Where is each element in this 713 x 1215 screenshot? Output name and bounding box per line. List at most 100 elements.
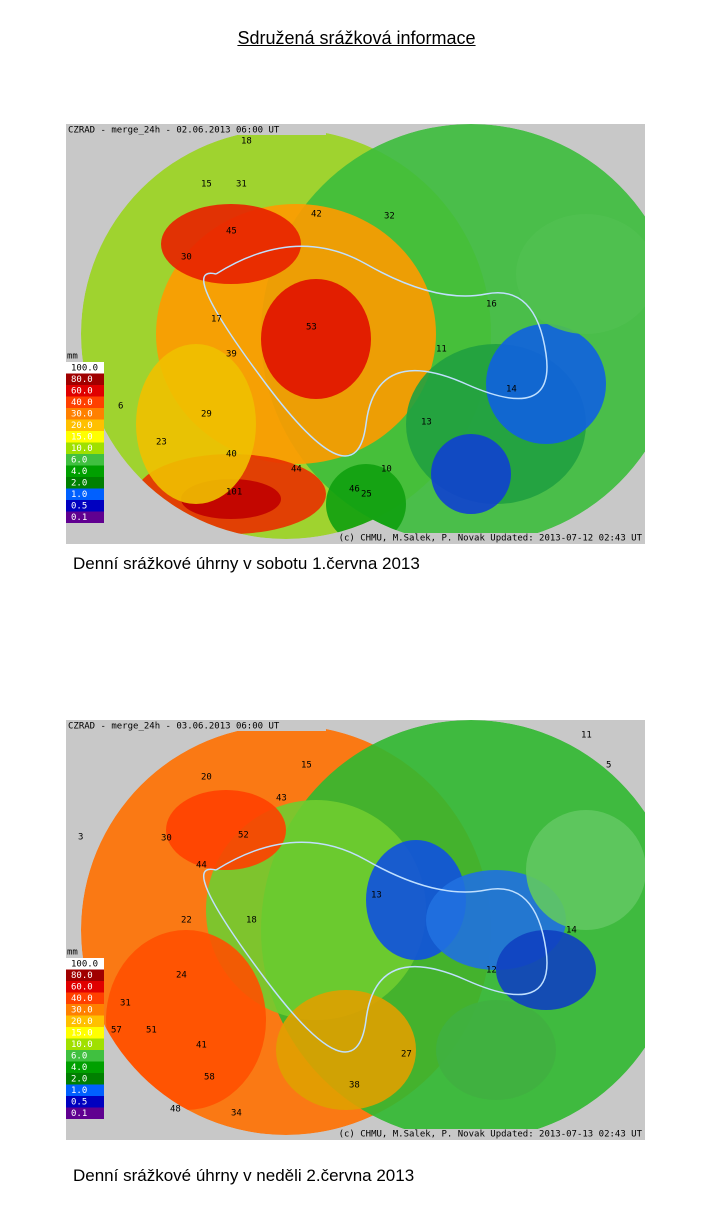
map-label: 11 bbox=[436, 345, 447, 355]
header-bg bbox=[66, 720, 326, 731]
legend-swatch bbox=[66, 442, 104, 454]
map-label: 101 bbox=[226, 488, 242, 498]
map-label: 30 bbox=[181, 253, 192, 263]
legend-swatch bbox=[66, 477, 104, 489]
map-label: 41 bbox=[196, 1041, 207, 1051]
legend-label: 4.0 bbox=[71, 467, 87, 477]
legend-swatch bbox=[66, 1061, 104, 1073]
legend: mm 100.080.0 60.040.0 30.020.0 15.010.0 6.04.… bbox=[66, 352, 104, 523]
map-label: 46 bbox=[349, 485, 360, 495]
legend-swatch bbox=[66, 488, 104, 500]
map-label: 25 bbox=[361, 490, 372, 500]
precip-area bbox=[106, 930, 266, 1110]
legend-swatch bbox=[66, 1027, 104, 1039]
legend: mm 100.080.0 60.040.0 30.020.0 15.010.0 6.04.… bbox=[66, 948, 104, 1119]
map-label: 39 bbox=[226, 350, 237, 360]
precip-area bbox=[136, 344, 256, 504]
map-label: 38 bbox=[349, 1081, 360, 1091]
credit-bg bbox=[366, 533, 645, 544]
header-bg bbox=[66, 124, 326, 135]
legend-label: 0.5 bbox=[71, 502, 87, 512]
legend-label: 100.0 bbox=[71, 960, 98, 970]
legend-swatch bbox=[66, 1050, 104, 1062]
map-label: 48 bbox=[170, 1105, 181, 1115]
map-label: 34 bbox=[231, 1109, 242, 1119]
legend-label: 80.0 bbox=[71, 375, 93, 385]
map-label: 31 bbox=[236, 180, 247, 190]
legend-unit: mm bbox=[67, 352, 78, 362]
map-label: 13 bbox=[371, 891, 382, 901]
map-label: 18 bbox=[246, 916, 257, 926]
map-label: 53 bbox=[306, 323, 317, 333]
legend-swatch bbox=[66, 362, 104, 374]
legend-label: 10.0 bbox=[71, 1040, 93, 1050]
legend-label: 0.1 bbox=[71, 1109, 87, 1119]
legend-label: 6.0 bbox=[71, 456, 87, 466]
map-label: 40 bbox=[226, 450, 237, 460]
map-label: 20 bbox=[201, 773, 212, 783]
map-label: 52 bbox=[238, 831, 249, 841]
border bbox=[202, 841, 548, 1053]
legend-label: 1.0 bbox=[71, 1086, 87, 1096]
map-label: 14 bbox=[566, 926, 577, 936]
legend-swatch bbox=[66, 958, 104, 970]
precip-area bbox=[486, 324, 606, 444]
precip-area bbox=[166, 790, 286, 870]
map-label: 15 bbox=[301, 761, 312, 771]
legend-swatch bbox=[66, 1107, 104, 1119]
legend-label: 60.0 bbox=[71, 387, 93, 397]
precip-area bbox=[276, 990, 416, 1110]
legend-swatch bbox=[66, 419, 104, 431]
map-label: 12 bbox=[486, 966, 497, 976]
legend-label: 10.0 bbox=[71, 444, 93, 454]
map-header: CZRAD - merge_24h - 02.06.2013 06:00 UT bbox=[68, 126, 280, 136]
map-header: CZRAD - merge_24h - 03.06.2013 06:00 UT bbox=[68, 722, 280, 732]
map-label: 44 bbox=[196, 861, 207, 871]
map-label: 5 bbox=[606, 761, 611, 771]
map-label: 22 bbox=[181, 916, 192, 926]
legend-swatch bbox=[66, 511, 104, 523]
map-label: 44 bbox=[291, 465, 302, 475]
map-label: 30 bbox=[161, 834, 172, 844]
border bbox=[202, 245, 548, 457]
legend-swatch bbox=[66, 465, 104, 477]
map-label: 13 bbox=[421, 418, 432, 428]
map-credit: (c) CHMU, M.Salek, P. Novak Updated: 201… bbox=[339, 534, 643, 544]
legend-swatch bbox=[66, 981, 104, 993]
legend-label: 15.0 bbox=[71, 433, 93, 443]
legend-swatch bbox=[66, 454, 104, 466]
precip-area bbox=[516, 214, 645, 334]
map-label: 17 bbox=[211, 315, 222, 325]
legend-swatch bbox=[66, 1015, 104, 1027]
precip-area bbox=[161, 204, 301, 284]
legend-swatch bbox=[66, 408, 104, 420]
radar-field bbox=[81, 720, 645, 1140]
legend-label: 20.0 bbox=[71, 1017, 93, 1027]
legend-label: 40.0 bbox=[71, 398, 93, 408]
map-label: 6 bbox=[118, 402, 123, 412]
legend-label: 30.0 bbox=[71, 1006, 93, 1016]
legend-label: 100.0 bbox=[71, 364, 98, 374]
legend-swatch bbox=[66, 1004, 104, 1016]
legend-swatch bbox=[66, 373, 104, 385]
radar-field bbox=[81, 124, 645, 544]
map-label: 10 bbox=[381, 465, 392, 475]
precip-area bbox=[436, 1000, 556, 1100]
legend-label: 15.0 bbox=[71, 1029, 93, 1039]
legend-label: 80.0 bbox=[71, 971, 93, 981]
map-label: 3 bbox=[78, 833, 83, 843]
legend-swatch bbox=[66, 396, 104, 408]
map-label: 16 bbox=[486, 300, 497, 310]
legend-label: 2.0 bbox=[71, 479, 87, 489]
precip-area bbox=[326, 464, 406, 544]
legend-swatch bbox=[66, 385, 104, 397]
map-label: 43 bbox=[276, 794, 287, 804]
legend-label: 2.0 bbox=[71, 1075, 87, 1085]
legend-label: 1.0 bbox=[71, 490, 87, 500]
legend-label: 0.1 bbox=[71, 513, 87, 523]
map-label: 32 bbox=[384, 212, 395, 222]
map-label: 31 bbox=[120, 999, 131, 1009]
legend-swatch bbox=[66, 1038, 104, 1050]
legend-swatch bbox=[66, 1073, 104, 1085]
